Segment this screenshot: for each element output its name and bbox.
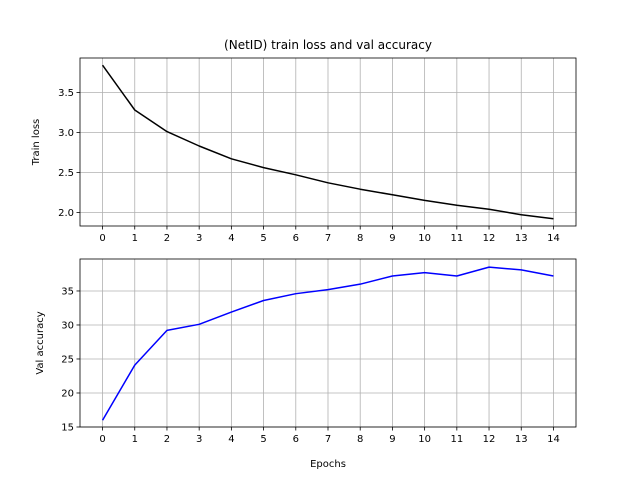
val-accuracy-xtick-label-9: 9 xyxy=(389,434,395,445)
x-axis-label: Epochs xyxy=(310,459,346,470)
train-loss-xtick-label-10: 10 xyxy=(418,233,431,244)
val-accuracy-ytick-label-25: 25 xyxy=(61,354,74,365)
val-accuracy-xtick-label-7: 7 xyxy=(325,434,331,445)
train-loss-xtick-label-11: 11 xyxy=(450,233,463,244)
train-loss-ytick-label-2: 2.0 xyxy=(58,208,74,219)
train-loss-xtick-label-9: 9 xyxy=(389,233,395,244)
train-loss-xtick-label-4: 4 xyxy=(228,233,234,244)
val-accuracy-xtick-label-5: 5 xyxy=(260,434,266,445)
val-accuracy-xtick-label-6: 6 xyxy=(293,434,299,445)
chart-title: (NetID) train loss and val accuracy xyxy=(224,38,432,52)
val-accuracy-xtick-label-0: 0 xyxy=(99,434,105,445)
train-loss-xtick-label-0: 0 xyxy=(99,233,105,244)
train-loss-xtick-label-6: 6 xyxy=(293,233,299,244)
val-accuracy-xtick-label-10: 10 xyxy=(418,434,431,445)
val-accuracy-xtick-label-8: 8 xyxy=(357,434,363,445)
val-accuracy-series-line xyxy=(101,266,554,421)
val-accuracy-ytick-label-20: 20 xyxy=(61,388,74,399)
train-loss-ytick-label-3: 3.0 xyxy=(58,128,74,139)
train-loss-xtick-label-14: 14 xyxy=(547,233,560,244)
val-accuracy-xtick-label-12: 12 xyxy=(483,434,496,445)
val-accuracy-xtick-label-13: 13 xyxy=(515,434,528,445)
val-accuracy-xtick-label-14: 14 xyxy=(547,434,560,445)
val-accuracy-ytick-label-35: 35 xyxy=(61,286,74,297)
train-loss-series-line xyxy=(101,64,554,220)
train-loss-xtick-label-5: 5 xyxy=(260,233,266,244)
train-loss-xtick-label-1: 1 xyxy=(132,233,138,244)
train-loss-ytick-label-3.5: 3.5 xyxy=(58,88,74,99)
train-loss-xtick-label-7: 7 xyxy=(325,233,331,244)
val-accuracy-ytick-label-30: 30 xyxy=(61,320,74,331)
val-accuracy-ytick-label-15: 15 xyxy=(61,423,74,434)
val-accuracy-xtick-label-4: 4 xyxy=(228,434,234,445)
train-loss-ytick-label-2.5: 2.5 xyxy=(58,168,74,179)
val-accuracy-xtick-label-11: 11 xyxy=(450,434,463,445)
train-loss-xtick-label-3: 3 xyxy=(196,233,202,244)
train-loss-xtick-label-8: 8 xyxy=(357,233,363,244)
val-accuracy-xtick-label-3: 3 xyxy=(196,434,202,445)
val-accuracy-ylabel: Val accuracy xyxy=(35,311,46,374)
train-loss-xtick-label-2: 2 xyxy=(164,233,170,244)
train-loss-panel: 0 1 2 3 4 5 6 7 8 9 10 11 12 13 142.02.53.03.5 xyxy=(58,57,577,244)
train-loss-ylabel: Train loss xyxy=(31,119,42,167)
train-loss-xtick-label-13: 13 xyxy=(515,233,528,244)
val-accuracy-xtick-label-1: 1 xyxy=(132,434,138,445)
val-accuracy-xtick-label-2: 2 xyxy=(164,434,170,445)
train-loss-xtick-label-12: 12 xyxy=(483,233,496,244)
